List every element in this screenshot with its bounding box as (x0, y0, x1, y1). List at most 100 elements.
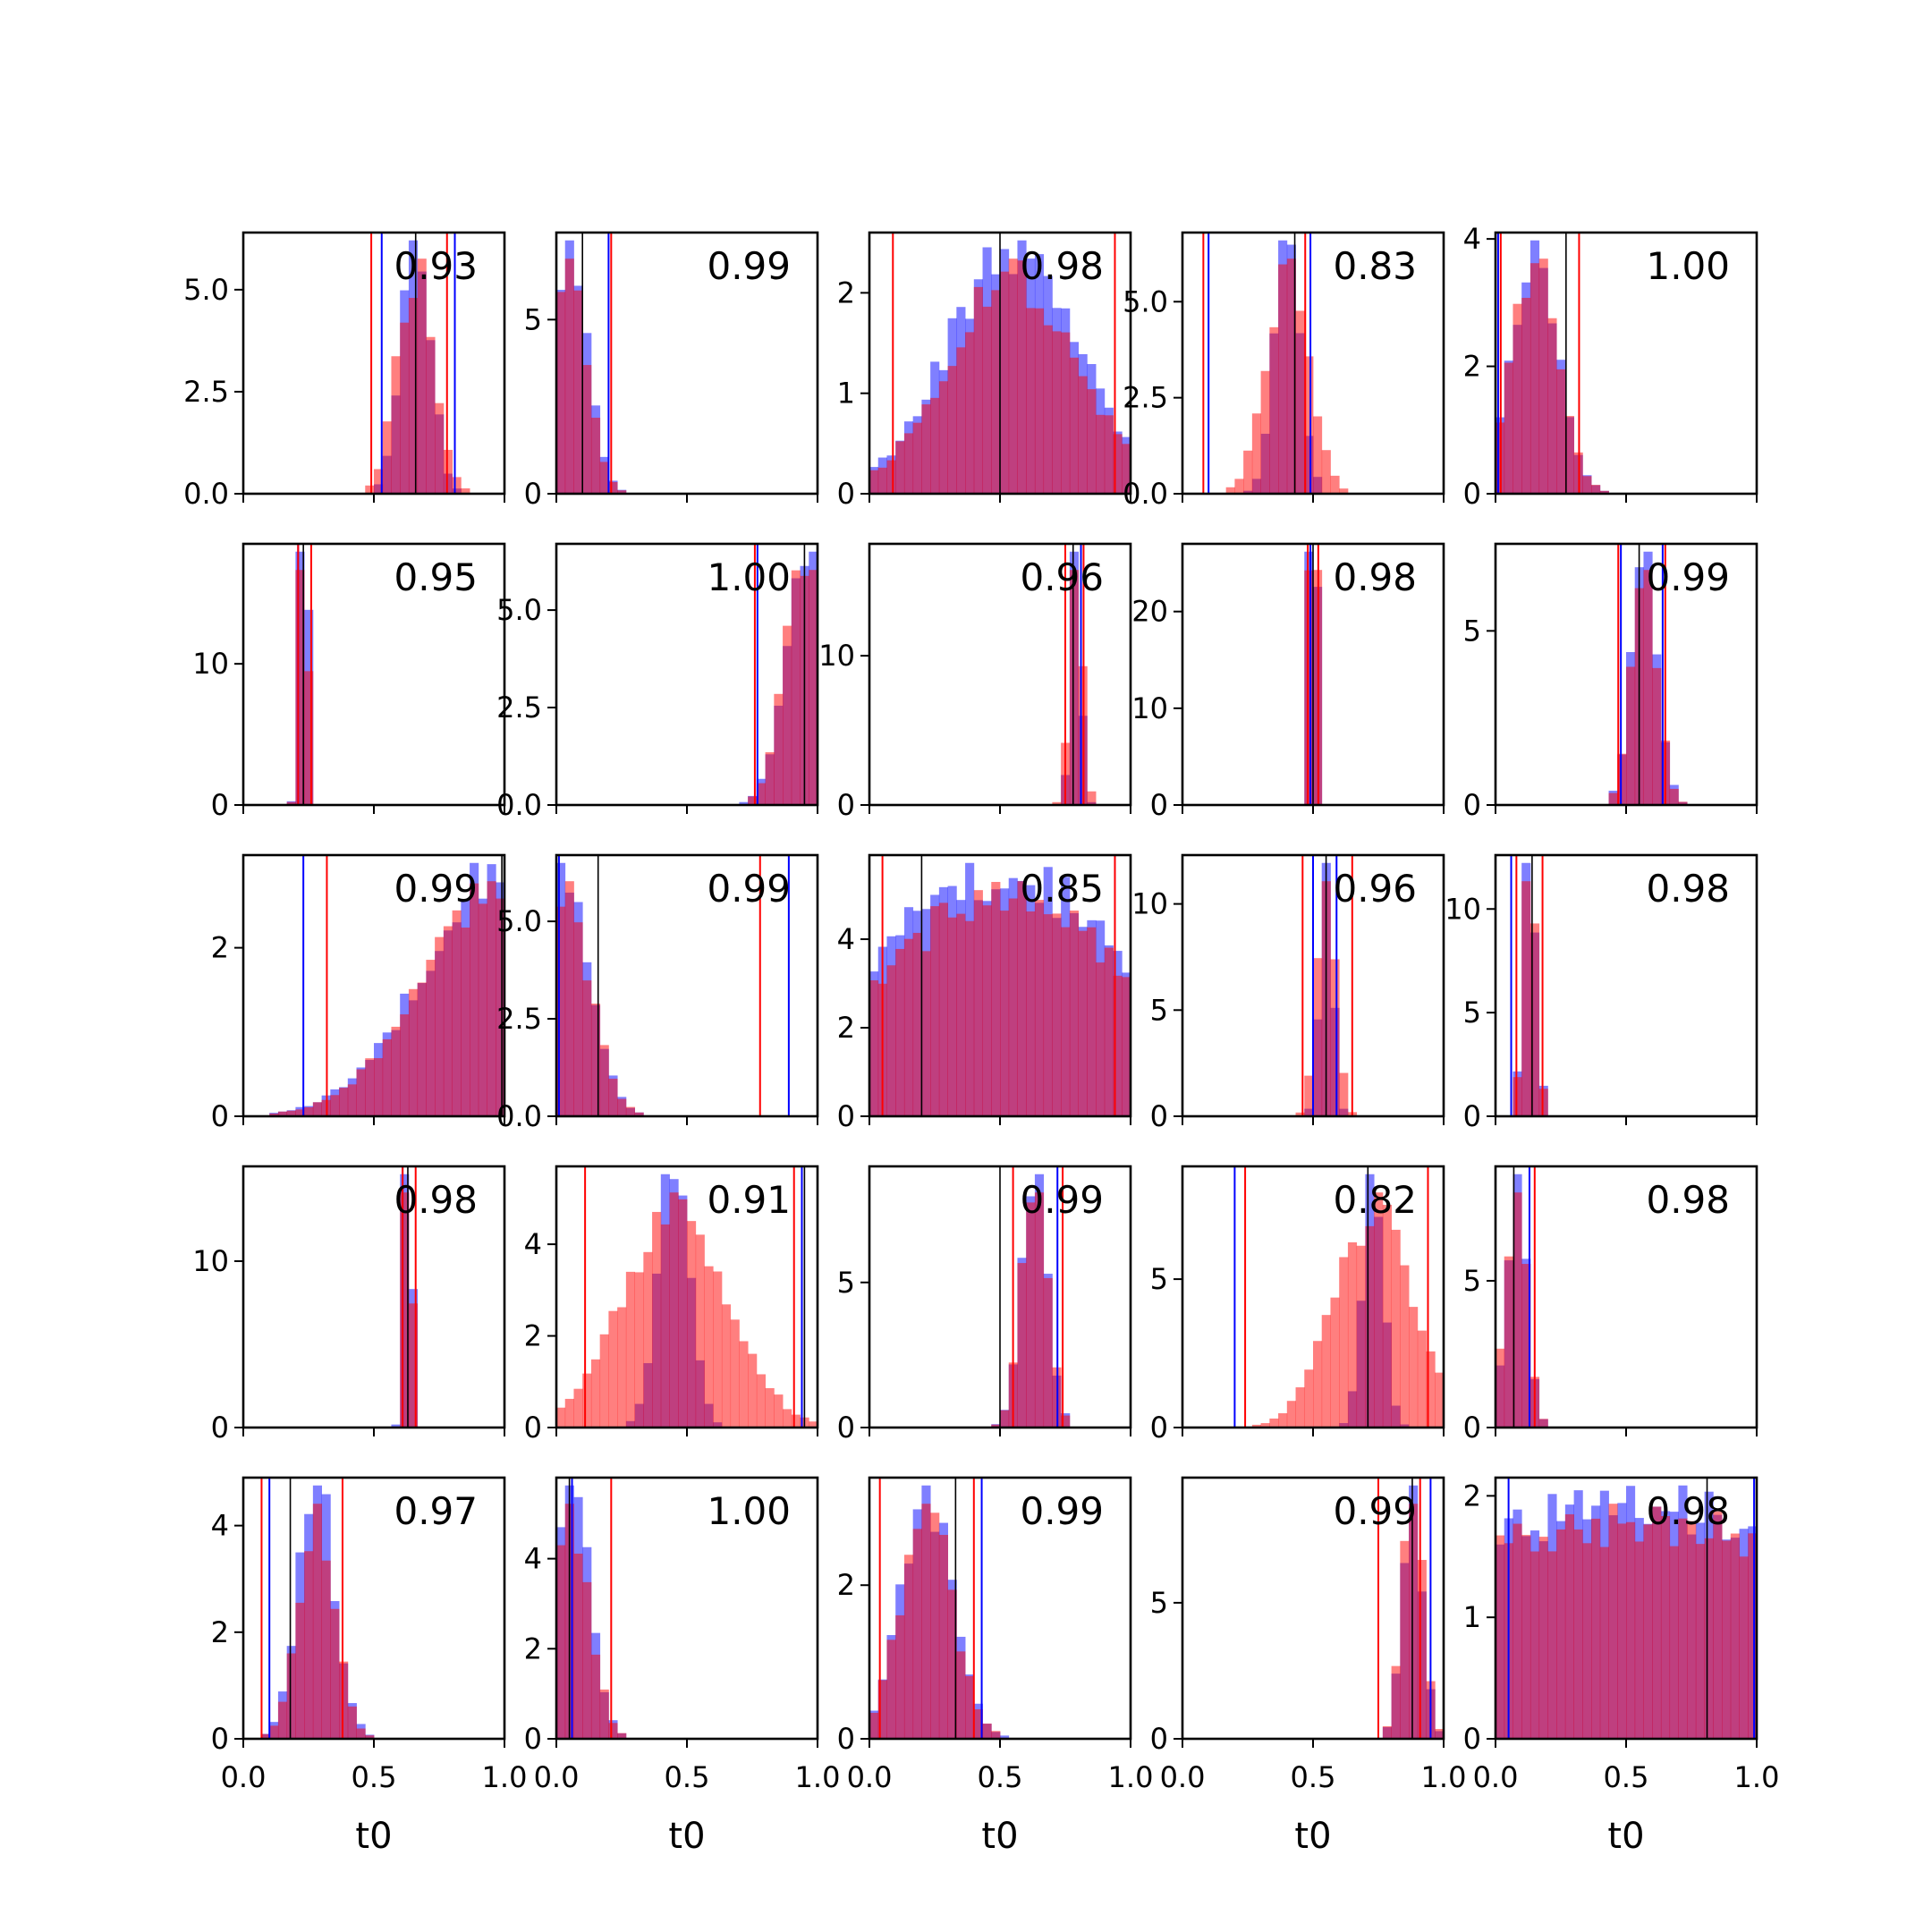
panel-16: 0 10 0.98 (192, 1165, 506, 1445)
red-hist-bar (496, 898, 505, 1116)
red-hist-bar (1052, 331, 1062, 494)
red-hist-bar (443, 926, 453, 1116)
red-hist-bar (660, 1224, 670, 1428)
panel-3: 0 1 2 0.98 (837, 231, 1132, 511)
y-tick-label: 0 (524, 1411, 542, 1445)
red-hist-bar (1564, 416, 1574, 494)
red-hist-bar (573, 1388, 583, 1428)
red-hist-bar (1417, 1330, 1427, 1428)
y-tick-label: 2 (524, 1319, 542, 1353)
red-hist-bar (1547, 318, 1557, 494)
y-tick-label: 10 (192, 647, 229, 681)
x-axis-label: t0 (668, 1816, 705, 1857)
red-hist-bar (1538, 1089, 1548, 1116)
panel-10: 050.99 (1463, 542, 1758, 822)
red-hist-bar (1008, 898, 1018, 1116)
red-hist-bar (1730, 1533, 1740, 1739)
red-hist-bar (1504, 362, 1513, 494)
red-hist-bar (1321, 450, 1331, 494)
red-hist-bar (938, 902, 948, 1116)
panel-score-label: 0.98 (1646, 1489, 1730, 1533)
panel-score-label: 1.00 (707, 1489, 791, 1533)
red-hist-bar (564, 1398, 574, 1428)
red-hist-bar (704, 1266, 714, 1428)
red-hist-bar (1617, 1523, 1627, 1739)
red-hist-bar (774, 693, 784, 805)
red-hist-bar (1017, 260, 1027, 494)
red-hist-bar (869, 1712, 879, 1739)
y-tick-label: 2 (1463, 1479, 1481, 1513)
y-tick-label: 0 (524, 1722, 542, 1756)
red-hist-bar (973, 890, 983, 1116)
red-hist-bar (634, 1272, 644, 1428)
y-tick-label: 0 (1150, 1099, 1168, 1133)
red-hist-bar (608, 1723, 618, 1739)
red-hist-bar (991, 1731, 1001, 1739)
red-hist-bar (1521, 1535, 1531, 1739)
red-hist-bar (417, 982, 427, 1116)
red-hist-bar (286, 801, 296, 805)
red-hist-bar (903, 1555, 914, 1739)
red-hist-bar (408, 988, 419, 1116)
red-hist-bar (1643, 570, 1653, 805)
x-tick-label: 1.0 (1421, 1760, 1467, 1794)
red-hist-bar (1069, 911, 1079, 1116)
red-hist-bar (1722, 1540, 1732, 1739)
panel-22: 0 2 4 0.0 0.5 1.0 t0 1.00 (524, 1476, 840, 1857)
y-tick-label: 2 (837, 275, 855, 309)
red-hist-bar (1382, 1725, 1392, 1739)
y-tick-label: 0 (211, 1722, 229, 1756)
red-hist-bar (886, 965, 896, 1116)
red-hist-bar (339, 1088, 349, 1116)
red-hist-bar (1251, 413, 1261, 494)
x-tick-label: 0.5 (1604, 1760, 1649, 1794)
red-hist-bar (809, 1421, 818, 1428)
red-hist-bar (1564, 1514, 1574, 1739)
red-hist-bar (1591, 1518, 1601, 1739)
red-hist-bar (1069, 570, 1079, 805)
y-tick-label: 10 (1445, 892, 1481, 926)
red-hist-bar (625, 1106, 635, 1116)
red-hist-bar (756, 783, 766, 805)
red-hist-bar (1573, 1530, 1583, 1739)
red-hist-bar (435, 402, 445, 494)
red-hist-bar (556, 1545, 566, 1739)
red-hist-bar (590, 1004, 601, 1116)
y-tick-label: 10 (818, 639, 855, 673)
red-hist-bar (1304, 570, 1314, 805)
red-hist-bar (1304, 1075, 1314, 1116)
red-hist-bar (312, 1504, 322, 1739)
x-tick-label: 0.0 (847, 1760, 893, 1794)
red-hist-bar (1391, 1229, 1401, 1428)
y-tick-label: 0 (1150, 1722, 1168, 1756)
red-hist-bar (634, 1112, 644, 1116)
panel-score-label: 0.97 (394, 1489, 478, 1533)
red-hist-bar (1278, 1413, 1288, 1428)
red-hist-bar (1260, 1423, 1270, 1428)
red-hist-bar (1295, 1387, 1305, 1428)
panel-17: 0 2 4 0.91 (524, 1165, 819, 1445)
red-hist-bar (886, 1640, 896, 1739)
y-tick-label: 10 (1131, 691, 1168, 725)
red-hist-bar (1374, 1192, 1384, 1428)
red-hist-bar (921, 1504, 931, 1739)
red-hist-bar (1113, 434, 1123, 494)
y-tick-label: 2.5 (496, 691, 542, 724)
red-hist-bar (286, 1110, 296, 1116)
red-hist-bar (1530, 263, 1540, 494)
red-hist-bar (295, 1109, 305, 1116)
x-axis-label: t0 (355, 1816, 392, 1857)
red-hist-bar (721, 1304, 732, 1428)
y-tick-label: 0 (1463, 1411, 1481, 1445)
red-hist-bar (1678, 1518, 1688, 1739)
red-hist-bar (1043, 914, 1053, 1116)
red-hist-bar (1313, 958, 1323, 1116)
red-hist-bar (1556, 369, 1566, 494)
panel-score-label: 0.98 (1333, 555, 1417, 599)
red-hist-bar (1347, 1241, 1358, 1428)
red-hist-bar (1695, 1544, 1705, 1739)
red-hist-bar (1382, 1205, 1392, 1428)
y-tick-label: 2 (1463, 350, 1481, 384)
y-tick-label: 0 (524, 477, 542, 511)
red-hist-bar (1043, 325, 1053, 494)
